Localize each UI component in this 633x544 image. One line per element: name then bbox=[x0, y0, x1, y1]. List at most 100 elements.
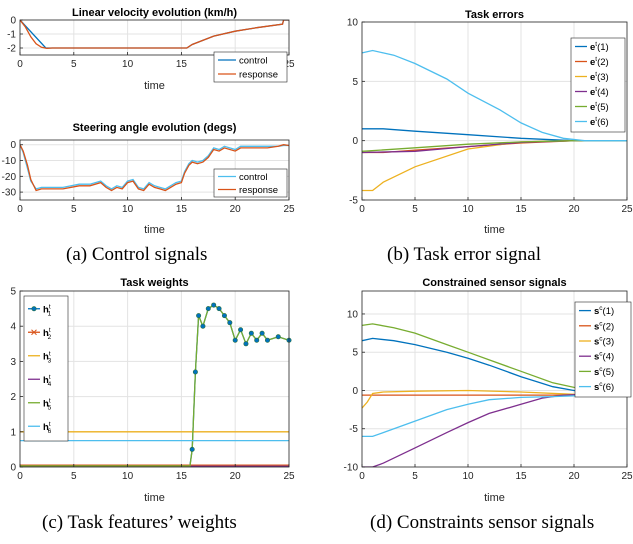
y-tick-label: 0 bbox=[10, 16, 16, 27]
chart-title: Task errors bbox=[465, 9, 524, 21]
legend-label: et(3) bbox=[590, 71, 609, 83]
y-tick-label: -20 bbox=[2, 172, 17, 183]
y-tick-label: -5 bbox=[349, 424, 358, 435]
series-marker bbox=[221, 313, 227, 319]
legend-label: sc(2) bbox=[594, 320, 614, 332]
series-marker bbox=[243, 341, 249, 347]
series-line-2 bbox=[20, 20, 289, 50]
legend-label: sc(6) bbox=[594, 381, 614, 393]
legend-label: control bbox=[239, 56, 268, 67]
series-marker bbox=[232, 337, 238, 343]
series-marker bbox=[275, 334, 281, 340]
x-tick-label: 5 bbox=[412, 204, 418, 215]
series-marker bbox=[200, 323, 206, 329]
x-tick-label: 0 bbox=[17, 204, 23, 215]
x-tick-label: 25 bbox=[283, 471, 295, 482]
x-tick-label: 0 bbox=[359, 471, 365, 482]
series-marker bbox=[196, 313, 202, 319]
series-marker bbox=[238, 327, 244, 333]
x-tick-label: 10 bbox=[122, 204, 134, 215]
legend-label: ht 2 bbox=[43, 327, 52, 341]
x-tick-label: 25 bbox=[283, 204, 295, 215]
legend-label: sc(4) bbox=[594, 351, 614, 363]
legend-label: response bbox=[239, 70, 278, 81]
x-axis-label: time bbox=[484, 224, 505, 236]
legend-label: ht 1 bbox=[43, 303, 52, 317]
y-tick-label: 4 bbox=[10, 322, 16, 333]
legend-label: et(4) bbox=[590, 86, 609, 98]
legend-marker bbox=[31, 306, 37, 312]
y-tick-label: -10 bbox=[344, 463, 359, 474]
plot-area bbox=[20, 20, 289, 55]
legend-label: ht 5 bbox=[43, 397, 52, 411]
legend-label: ht 6 bbox=[43, 421, 52, 435]
legend-marker bbox=[31, 329, 37, 336]
series-marker bbox=[248, 330, 254, 336]
series-marker bbox=[192, 369, 198, 375]
x-tick-label: 25 bbox=[621, 204, 633, 215]
x-tick-label: 0 bbox=[17, 59, 23, 70]
x-tick-label: 5 bbox=[71, 204, 77, 215]
series-marker bbox=[227, 320, 233, 326]
legend-box bbox=[213, 51, 288, 83]
chart-title: Constrained sensor signals bbox=[422, 277, 566, 289]
y-tick-label: 0 bbox=[352, 136, 358, 147]
legend-label: sc(3) bbox=[594, 336, 614, 348]
x-axis-label: time bbox=[484, 492, 505, 504]
x-tick-label: 15 bbox=[176, 471, 188, 482]
chart-title: Steering angle evolution (degs) bbox=[73, 122, 237, 134]
y-tick-label: -2 bbox=[7, 44, 16, 55]
legend-label: et(2) bbox=[590, 56, 609, 68]
axes-box bbox=[19, 19, 290, 56]
series-line-5 bbox=[362, 323, 627, 389]
y-tick-label: -5 bbox=[349, 196, 358, 207]
x-tick-label: 10 bbox=[122, 59, 134, 70]
y-tick-label: 2 bbox=[10, 392, 16, 403]
chart-constrained_sensors: 0 5 10 15 20 25 10 5 0 -5 -10 Constrained sensor si… bbox=[344, 277, 633, 504]
legend: control response bbox=[213, 168, 288, 198]
axes-box bbox=[19, 139, 290, 201]
y-tick-label: 3 bbox=[10, 357, 16, 368]
legend-box bbox=[570, 37, 626, 133]
series-marker bbox=[259, 330, 265, 336]
y-tick-label: 5 bbox=[352, 348, 358, 359]
chart-title: Task weights bbox=[120, 277, 188, 289]
x-tick-label: 10 bbox=[122, 471, 134, 482]
chart-title: Linear velocity evolution (km/h) bbox=[72, 7, 237, 19]
legend-label: ht 3 bbox=[43, 350, 52, 364]
legend-label: et(6) bbox=[590, 116, 609, 128]
legend-label: sc(5) bbox=[594, 366, 614, 378]
series-marker bbox=[254, 337, 260, 343]
x-tick-label: 15 bbox=[176, 204, 188, 215]
y-tick-label: 0 bbox=[352, 386, 358, 397]
y-tick-label: -30 bbox=[2, 188, 17, 199]
legend-box bbox=[574, 301, 632, 398]
y-tick-label: 5 bbox=[10, 287, 16, 298]
x-axis-label: time bbox=[144, 80, 165, 92]
x-tick-label: 20 bbox=[230, 471, 242, 482]
y-tick-label: 1 bbox=[10, 427, 16, 438]
legend: et(1) et(2) et(3) et(4) et(5) et(6) bbox=[570, 37, 626, 133]
series-line-1 bbox=[362, 337, 627, 395]
x-tick-label: 20 bbox=[568, 471, 580, 482]
series-line-2 bbox=[20, 144, 289, 192]
legend-label: sc(1) bbox=[594, 305, 614, 317]
x-tick-label: 5 bbox=[412, 471, 418, 482]
series-marker bbox=[189, 446, 195, 452]
y-tick-label: -10 bbox=[2, 156, 17, 167]
caption-constraints-sensor-signals: (d) Constraints sensor signals bbox=[370, 512, 595, 533]
x-tick-label: 15 bbox=[515, 204, 527, 215]
x-tick-label: 15 bbox=[176, 59, 188, 70]
legend-label: ht 4 bbox=[43, 374, 52, 388]
legend: ht 1 ht 2 ht 3 ht 4 ht 5 ht 6 bbox=[23, 295, 69, 442]
x-tick-label: 10 bbox=[462, 471, 474, 482]
legend: control response bbox=[213, 51, 288, 83]
series-marker bbox=[205, 306, 211, 312]
caption-task-weights: (c) Task features’ weights bbox=[42, 512, 237, 533]
series-marker bbox=[211, 302, 217, 308]
series-line-3 bbox=[362, 389, 627, 409]
